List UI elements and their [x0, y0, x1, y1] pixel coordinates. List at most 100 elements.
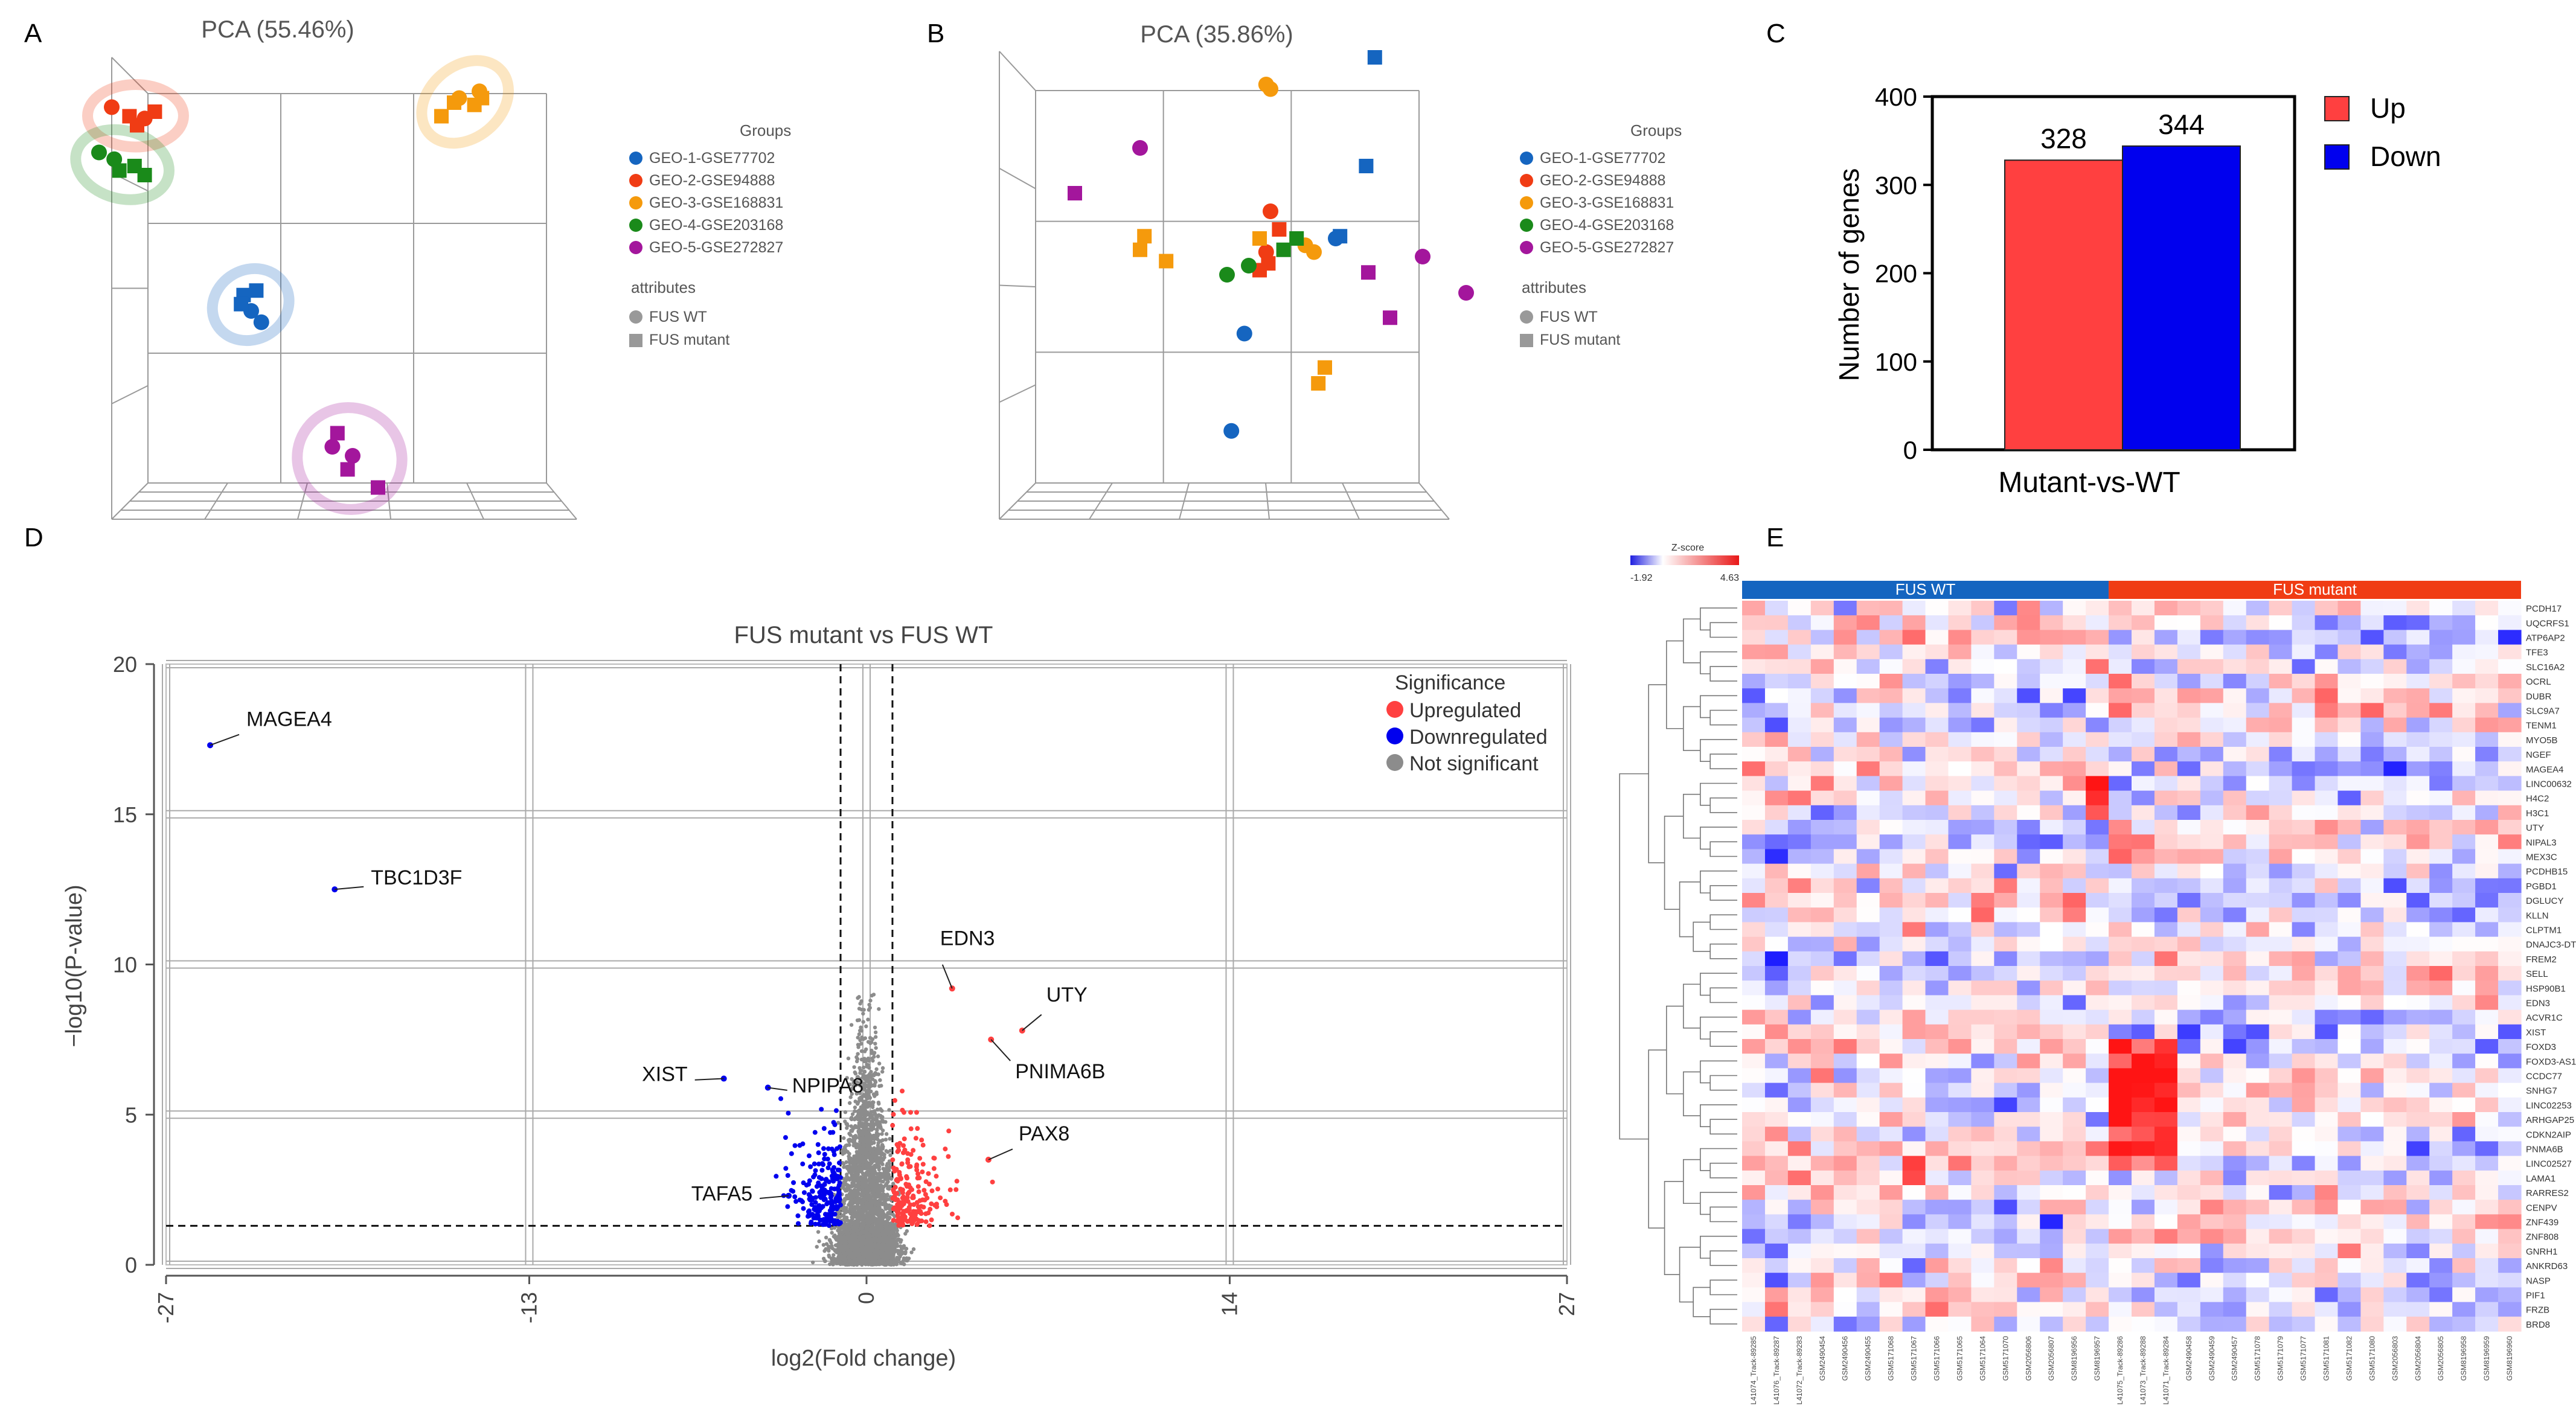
heatmap-cell: [2269, 601, 2293, 616]
volcano-gene-label: XIST: [642, 1063, 688, 1086]
legend-mutant-swatch: [629, 334, 642, 347]
heatmap-cell: [1856, 747, 1880, 762]
heatmap-cell: [2406, 878, 2430, 894]
heatmap-cell: [1925, 790, 1949, 806]
volcano-point-down: [833, 1196, 839, 1201]
heatmap-cell: [1742, 951, 1766, 967]
heatmap-cell: [2406, 717, 2430, 733]
heatmap-cell: [2246, 790, 2270, 806]
volcano-point-ns: [888, 1137, 892, 1141]
volcano-point-up: [905, 1157, 911, 1163]
heatmap-cell: [2223, 834, 2247, 849]
volcano-point-down: [831, 1120, 836, 1125]
heatmap-cell: [2086, 863, 2109, 879]
heatmap-cell: [1810, 601, 1834, 616]
heatmap-cell: [2040, 761, 2063, 776]
heatmap-cell: [2040, 717, 2063, 733]
volcano-point-ns: [903, 1250, 908, 1254]
volcano-x-tick-label: 27: [1554, 1292, 1579, 1316]
volcano-point-ns: [869, 1174, 873, 1178]
volcano-point-ns: [871, 1183, 876, 1187]
volcano-point-ns: [860, 1132, 865, 1137]
volcano-point-ns: [821, 1242, 826, 1247]
heatmap-cell: [2132, 761, 2155, 776]
heatmap-cell: [1764, 849, 1789, 865]
heatmap-cell: [2315, 878, 2339, 894]
heatmap-cell: [1879, 907, 1903, 923]
heatmap-cell: [1856, 790, 1880, 806]
volcano-point-ns: [847, 1209, 851, 1214]
heatmap-cell: [1948, 659, 1972, 674]
heatmap-cell: [2475, 644, 2499, 660]
volcano-point-ns: [865, 1259, 869, 1263]
volcano-point-down: [822, 1197, 828, 1202]
heatmap-cell: [2063, 849, 2086, 865]
volcano-point-down: [835, 1167, 841, 1172]
heatmap-cell: [2337, 717, 2362, 733]
bar-c-y-tick-label: 200: [1875, 260, 1917, 288]
volcano-point-ns: [874, 1113, 878, 1118]
pca-point-wt: [1415, 249, 1431, 264]
volcano-point-down: [825, 1165, 831, 1171]
heatmap-cell: [1902, 805, 1926, 820]
heatmap-cell: [1764, 688, 1789, 703]
heatmap-cell: [2086, 703, 2109, 718]
heatmap-cell: [2132, 893, 2155, 908]
heatmap-cell: [1925, 732, 1949, 747]
heatmap-cell: [2154, 601, 2178, 616]
volcano-y-tick-label: 0: [125, 1253, 137, 1278]
heatmap-cell: [1742, 717, 1766, 733]
heatmap-cell: [2063, 936, 2086, 952]
pca-point-mutant: [1318, 360, 1332, 375]
heatmap-cell: [2132, 849, 2155, 865]
legend-group-label: GEO-5-GSE272827: [1540, 239, 1674, 256]
heatmap-cell: [2337, 849, 2362, 865]
heatmap-cell: [2154, 893, 2178, 908]
heatmap-cell: [1971, 615, 1994, 630]
heatmap-cell: [2360, 878, 2384, 894]
legend-group-label: GEO-3-GSE168831: [649, 194, 783, 211]
legend-attribute-label: FUS WT: [1540, 309, 1598, 325]
volcano-point-ns: [891, 1182, 896, 1186]
volcano-point-ns: [874, 1090, 879, 1095]
heatmap-cell: [1994, 907, 2017, 923]
volcano-point-ns: [900, 1261, 904, 1265]
bar-c-legend-label: Up: [2370, 92, 2406, 124]
heatmap-cell: [2269, 717, 2293, 733]
heatmap-cell: [2223, 805, 2247, 820]
heatmap-cell: [2040, 849, 2063, 865]
heatmap-cell: [2132, 776, 2155, 791]
heatmap-cell: [2063, 805, 2086, 820]
heatmap-cell: [2086, 805, 2109, 820]
heatmap-cell: [2246, 893, 2270, 908]
volcano-point-up: [929, 1188, 935, 1194]
heatmap-cell: [1948, 790, 1972, 806]
heatmap-cell: [2132, 878, 2155, 894]
heatmap-cell: [2200, 688, 2224, 703]
heatmap-cell: [1764, 659, 1789, 674]
heatmap-cell: [2154, 761, 2178, 776]
volcano-point-ns: [863, 1099, 868, 1104]
heatmap-cell: [2292, 776, 2316, 791]
volcano-point-ns: [866, 1040, 871, 1044]
volcano-point-ns: [878, 1122, 882, 1127]
volcano-point-down: [785, 1172, 790, 1178]
heatmap-cell: [2017, 805, 2040, 820]
heatmap-cell: [2406, 834, 2430, 849]
pca-b-legend: GroupsGEO-1-GSE77702GEO-2-GSE94888GEO-3-…: [1520, 121, 1682, 348]
heatmap-cell: [2132, 922, 2155, 938]
volcano-point-ns: [862, 1093, 866, 1097]
volcano-point-ns: [876, 1141, 880, 1145]
volcano-point-ns: [845, 1262, 850, 1267]
pca-point-wt: [253, 314, 269, 330]
heatmap-cell: [1971, 936, 1994, 952]
heatmap-cell: [2406, 820, 2430, 835]
heatmap-cell: [1833, 776, 1857, 791]
heatmap-cell: [1810, 644, 1834, 660]
pca-point-mutant: [1068, 186, 1082, 200]
heatmap-cell: [2086, 659, 2109, 674]
volcano-point-ns: [830, 1230, 834, 1235]
heatmap-cell: [2292, 601, 2316, 616]
pca-point-wt: [1236, 325, 1252, 342]
volcano-point-ns: [855, 1218, 860, 1222]
